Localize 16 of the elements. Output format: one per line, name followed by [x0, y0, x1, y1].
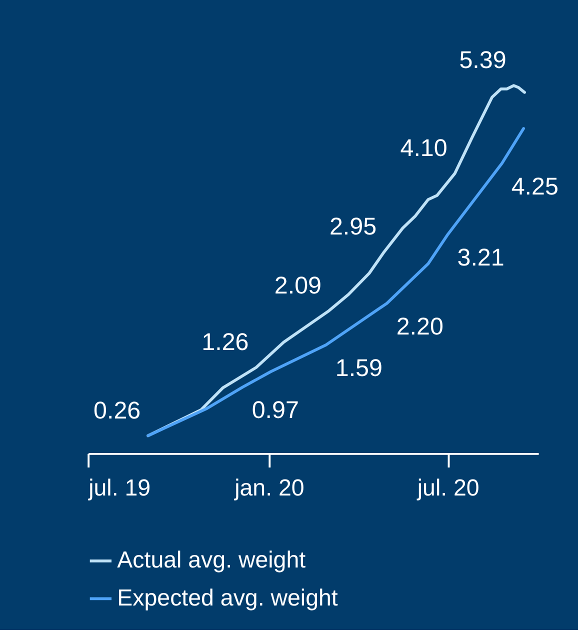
data-label: 1.26	[202, 329, 249, 356]
legend-label: Expected avg. weight	[117, 584, 338, 610]
legend-label: Actual avg. weight	[117, 546, 306, 573]
data-label: 5.39	[459, 47, 506, 74]
data-label: 4.25	[511, 173, 558, 200]
data-label: 4.10	[400, 135, 448, 162]
data-label: 2.20	[396, 313, 444, 340]
data-label: 1.59	[335, 354, 382, 382]
x-tick-label: jan. 20	[234, 474, 304, 501]
data-label: 3.21	[457, 244, 504, 272]
x-tick-label: jul. 19	[88, 474, 151, 501]
x-tick-label: jul. 20	[416, 474, 480, 501]
data-label: 0.97	[252, 397, 299, 424]
data-label: 0.26	[94, 397, 141, 424]
data-label: 2.09	[274, 272, 322, 300]
data-label: 2.95	[329, 214, 377, 241]
